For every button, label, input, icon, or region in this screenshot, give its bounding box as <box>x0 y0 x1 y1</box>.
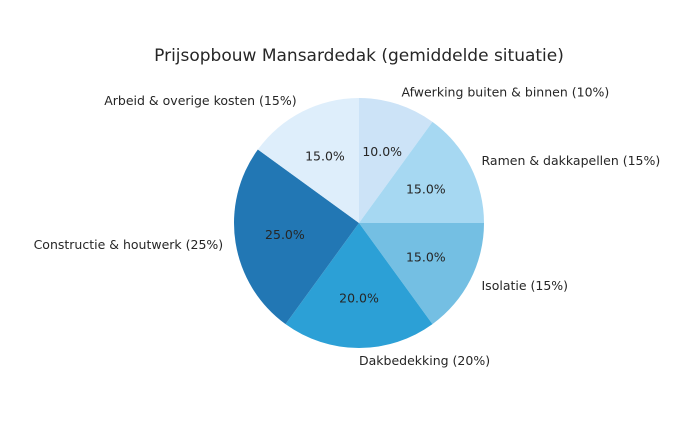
slice-percent-label: 20.0% <box>339 291 379 306</box>
slice-percent-label: 15.0% <box>305 149 345 164</box>
slice-category-label: Constructie & houtwerk (25%) <box>34 237 224 252</box>
pie-labels: 10.0% Afwerking buiten & binnen (10%) 15.0… <box>34 85 661 368</box>
slice-category-label: Afwerking buiten & binnen (10%) <box>401 85 609 100</box>
pie-slice <box>285 223 433 349</box>
slice-category-label: Isolatie (15%) <box>482 278 569 293</box>
slice-percent-label: 15.0% <box>406 181 446 196</box>
chart-title: Prijsopbouw Mansardedak (gemiddelde situ… <box>154 46 564 66</box>
pie-slice <box>257 98 359 223</box>
pie-slice <box>359 121 484 223</box>
slice-percent-label: 10.0% <box>362 144 402 159</box>
pie-slice <box>233 149 359 325</box>
slice-category-label: Arbeid & overige kosten (15%) <box>104 93 296 108</box>
pie-slices <box>233 98 484 349</box>
slice-percent-label: 25.0% <box>265 227 305 242</box>
slice-category-label: Ramen & dakkapellen (15%) <box>482 153 661 168</box>
slice-category-label: Dakbedekking (20%) <box>359 353 490 368</box>
slice-percent-label: 15.0% <box>406 250 446 265</box>
pie-slice <box>359 223 484 325</box>
pie-slice <box>359 98 433 223</box>
